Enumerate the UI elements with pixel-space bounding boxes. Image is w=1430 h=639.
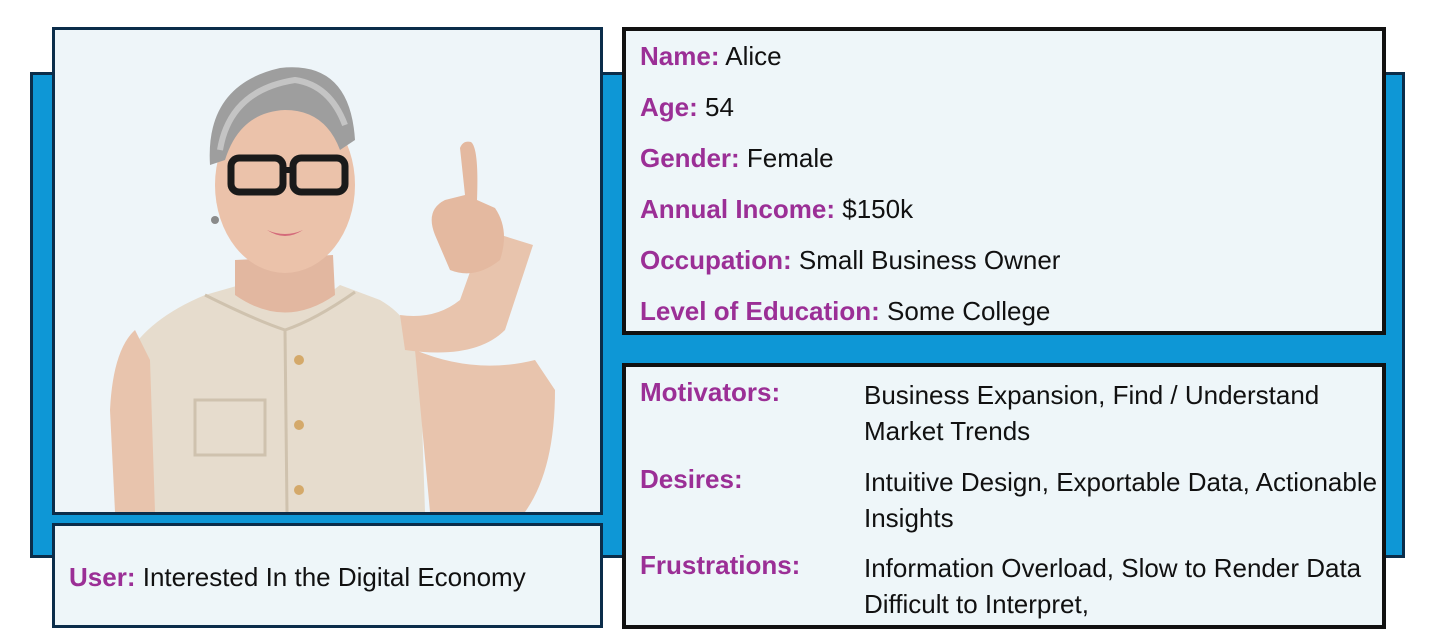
user-panel: User: Interested In the Digital Economy (52, 523, 603, 628)
education-value: Some College (887, 296, 1051, 326)
name-label: Name: (640, 41, 720, 71)
frustrations-value: Information Overload, Slow to Render Dat… (864, 553, 1362, 619)
age-row: Age: 54 (640, 92, 734, 123)
occupation-row: Occupation: Small Business Owner (640, 245, 1060, 276)
persona-photo (55, 30, 600, 512)
occupation-value: Small Business Owner (798, 245, 1061, 275)
user-value: Interested In the Digital Economy (142, 562, 526, 592)
user-label: User: (69, 562, 136, 592)
income-value: $150k (842, 194, 914, 224)
income-label: Annual Income: (640, 194, 836, 224)
user-line: User: Interested In the Digital Economy (69, 562, 526, 593)
education-row: Level of Education: Some College (640, 296, 1050, 327)
desires-label: Desires: (640, 464, 743, 494)
frustrations-label: Frustrations: (640, 550, 801, 580)
income-row: Annual Income: $150k (640, 194, 913, 225)
gender-label: Gender: (640, 143, 740, 173)
motivators-label: Motivators: (640, 377, 781, 407)
desires-value: Intuitive Design, Exportable Data, Actio… (864, 467, 1378, 533)
persona-info-panel: Name: Alice Age: 54 Gender: Female Annua… (622, 27, 1386, 335)
occupation-label: Occupation: (640, 245, 792, 275)
age-label: Age: (640, 92, 698, 122)
name-row: Name: Alice (640, 41, 782, 72)
gender-row: Gender: Female (640, 143, 834, 174)
persona-traits-panel: Motivators: Business Expansion, Find / U… (622, 363, 1386, 629)
motivators-value: Business Expansion, Find / Understand Ma… (864, 380, 1320, 446)
gender-value: Female (746, 143, 834, 173)
persona-photo-panel (52, 27, 603, 515)
age-value: 54 (705, 92, 734, 122)
education-label: Level of Education: (640, 296, 880, 326)
name-value: Alice (725, 41, 782, 71)
